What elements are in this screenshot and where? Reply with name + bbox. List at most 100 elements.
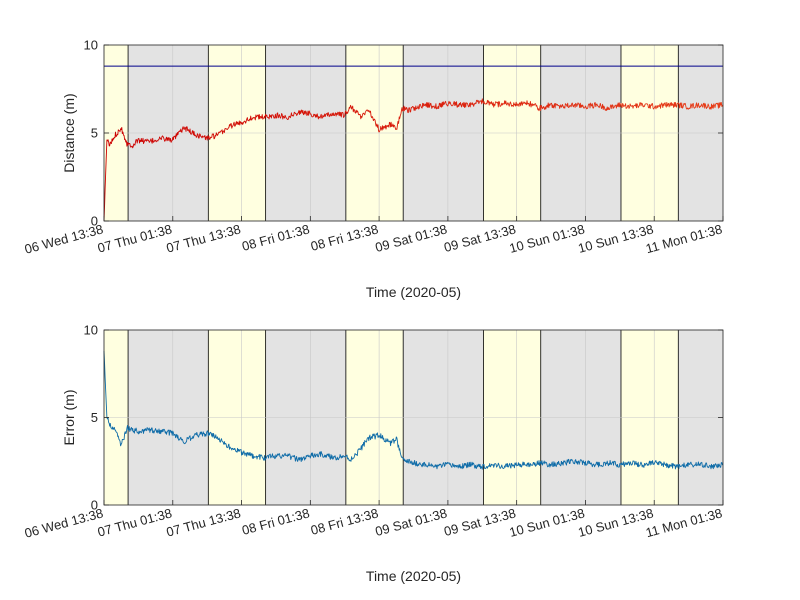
- distance-series-line: [365, 109, 377, 127]
- distance-series-line: [539, 102, 551, 111]
- distance-series-line: [517, 100, 529, 107]
- distance-series-line: [604, 104, 616, 111]
- distance-series-line: [626, 103, 639, 109]
- distance-series-line: [114, 126, 127, 143]
- distance-series-line: [462, 101, 475, 108]
- distance-series-line: [713, 102, 724, 109]
- distance-xtick-label: 07 Thu 01:38: [96, 221, 174, 255]
- error-series-line: [691, 461, 704, 468]
- distance-ytick-label: 10: [84, 38, 98, 53]
- error-series-line: [430, 463, 443, 470]
- error-xtick-label: 07 Thu 13:38: [165, 505, 243, 539]
- distance-xtick-label: 10 Sun 01:38: [508, 221, 587, 256]
- distance-series-line: [179, 126, 192, 135]
- error-series-line: [332, 454, 344, 461]
- error-series-line: [343, 454, 355, 462]
- distance-series-line: [201, 133, 214, 141]
- error-xlabel: Time (2020-05): [366, 568, 461, 584]
- error-series-line: [190, 431, 203, 440]
- error-xtick-label: 08 Fri 01:38: [240, 505, 311, 537]
- error-series-line: [702, 462, 715, 470]
- distance-xtick-label: 10 Sun 13:38: [576, 221, 655, 256]
- distance-series-line: [495, 100, 508, 108]
- distance-series-line: [593, 102, 606, 110]
- error-series-line: [659, 460, 671, 469]
- distance-series-line: [419, 102, 432, 109]
- error-series-line: [669, 462, 682, 470]
- error-series-line: [179, 435, 192, 445]
- distance-series-line: [571, 102, 584, 109]
- error-series-line: [441, 461, 453, 468]
- error-series-line: [604, 460, 617, 467]
- error-series-line: [256, 453, 268, 461]
- distance-series-line: [669, 101, 682, 109]
- distance-series-line: [354, 109, 366, 120]
- error-series-line: [452, 463, 464, 470]
- error-xtick-label: 08 Fri 13:38: [309, 505, 380, 537]
- error-ytick-label: 10: [84, 323, 98, 338]
- distance-series-line: [332, 111, 345, 118]
- error-series-line: [626, 460, 639, 467]
- distance-series-line: [484, 99, 497, 108]
- error-series-line: [310, 451, 323, 459]
- error-series-line: [147, 427, 159, 434]
- distance-series-line: [136, 137, 149, 145]
- error-series-line: [528, 460, 541, 468]
- error-series-line: [495, 462, 508, 469]
- distance-series-line: [615, 102, 627, 109]
- distance-series-line: [473, 98, 486, 105]
- error-xtick-label: 11 Mon 01:38: [644, 505, 724, 540]
- error-series-line: [473, 463, 486, 470]
- error-ytick-label: 0: [91, 498, 98, 513]
- distance-series-line: [375, 123, 388, 133]
- error-series-line: [354, 440, 366, 457]
- distance-xtick-label: 08 Fri 01:38: [240, 221, 311, 253]
- distance-series-line: [430, 102, 443, 110]
- error-xtick-label: 07 Thu 01:38: [96, 505, 174, 539]
- error-series-line: [615, 461, 628, 468]
- distance-series-line: [245, 114, 257, 124]
- error-series-line: [582, 460, 595, 468]
- distance-xtick-label: 09 Sat 13:38: [442, 221, 517, 255]
- distance-series-line: [234, 120, 247, 127]
- error-series-line: [550, 460, 562, 468]
- error-series-line: [539, 460, 551, 468]
- distance-series-line: [658, 101, 671, 109]
- distance-series-line: [550, 102, 562, 109]
- distance-series-line: [212, 129, 225, 140]
- distance-xlabel: Time (2020-05): [366, 284, 461, 300]
- distance-series-line: [691, 102, 704, 109]
- error-ylabel: Error (m): [61, 390, 77, 446]
- distance-xtick-label: 06 Wed 13:38: [23, 221, 105, 256]
- error-series-line: [506, 462, 519, 469]
- error-series-line: [266, 453, 279, 460]
- distance-series-line: [147, 137, 159, 144]
- distance-xtick-label: 09 Sat 01:38: [374, 221, 449, 255]
- distance-series-line: [256, 113, 268, 120]
- distance-series-line: [343, 104, 355, 118]
- distance-series-line: [288, 110, 301, 119]
- distance-series-line: [452, 100, 464, 108]
- error-series-line: [648, 460, 660, 466]
- error-series-line: [157, 428, 170, 436]
- error-series-line: [571, 459, 584, 466]
- error-series-line: [288, 453, 301, 462]
- error-series-line: [419, 461, 432, 468]
- error-series-line: [365, 433, 377, 443]
- error-series-line: [168, 429, 181, 441]
- distance-series-line: [637, 102, 649, 109]
- distance-series-line: [125, 139, 137, 149]
- distance-xtick-label: 08 Fri 13:38: [309, 221, 380, 253]
- distance-series-line: [386, 121, 399, 130]
- error-series-line: [517, 461, 530, 468]
- distance-xtick-label: 07 Thu 13:38: [165, 221, 243, 255]
- error-series-line: [484, 463, 496, 470]
- error-series-line: [136, 427, 148, 435]
- distance-series-line: [582, 102, 595, 110]
- error-series-line: [408, 458, 421, 467]
- distance-xtick-label: 11 Mon 01:38: [644, 221, 724, 256]
- error-series-line: [114, 429, 127, 447]
